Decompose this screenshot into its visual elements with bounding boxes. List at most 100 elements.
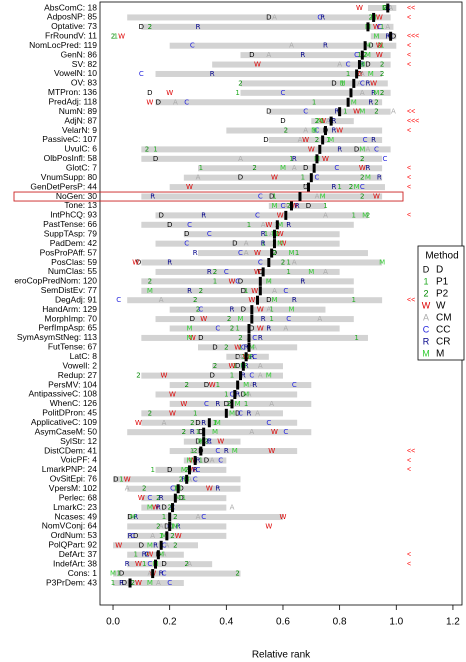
method-point: D <box>258 268 263 276</box>
method-point: 2 <box>349 183 353 191</box>
method-point: 1 <box>326 136 330 144</box>
method-point: R <box>286 221 291 229</box>
method-point: D <box>382 4 387 12</box>
range-bar <box>268 202 326 209</box>
method-point: R <box>300 51 305 59</box>
median-mark <box>199 446 203 456</box>
method-point: 1 <box>230 372 234 380</box>
method-point: 2 <box>315 117 319 125</box>
method-point: A <box>176 494 181 502</box>
method-point: W <box>336 127 343 135</box>
method-point: R <box>249 353 254 361</box>
method-point: W <box>265 522 272 530</box>
method-point: M <box>158 551 164 559</box>
legend-label: P1 <box>436 277 449 288</box>
method-point: 1 <box>238 343 242 351</box>
method-point: R <box>201 419 206 427</box>
range-bar <box>155 212 368 219</box>
method-point: A <box>258 362 263 370</box>
method-point: A <box>150 532 155 540</box>
range-bar <box>141 504 227 511</box>
method-point: 1 <box>224 390 228 398</box>
method-point: M <box>271 202 277 210</box>
row-label: VowelI: 2 <box>63 360 98 370</box>
legend-label: P2 <box>436 289 449 300</box>
method-point: 2 <box>156 494 160 502</box>
method-point: M <box>320 193 326 201</box>
method-point: 2 <box>235 570 239 578</box>
median-mark <box>289 201 293 211</box>
range-bar <box>212 363 283 370</box>
method-point: A <box>238 155 243 163</box>
legend-box <box>417 245 465 361</box>
method-point: M <box>365 174 371 182</box>
method-point: W <box>169 409 176 417</box>
median-mark <box>267 258 271 268</box>
method-point: D <box>158 211 163 219</box>
method-point: R <box>337 145 342 153</box>
legend-symbol: M <box>422 348 430 358</box>
median-mark <box>154 559 158 569</box>
method-point: A <box>162 551 167 559</box>
method-point: 1 <box>213 419 217 427</box>
method-point: 2 <box>286 202 290 210</box>
method-point: C <box>377 23 382 31</box>
method-point: C <box>187 221 192 229</box>
range-bar <box>169 400 312 407</box>
method-point: 2 <box>148 23 152 31</box>
range-bar <box>268 136 383 143</box>
row-note: < <box>407 467 411 474</box>
range-bar <box>127 523 227 530</box>
range-bar <box>127 14 391 21</box>
method-point: 1 <box>216 381 220 389</box>
method-point: W <box>322 155 329 163</box>
method-point: R <box>235 390 240 398</box>
method-point: W <box>373 23 380 31</box>
method-point: R <box>300 277 305 285</box>
range-bar <box>155 391 298 398</box>
method-point: R <box>332 183 337 191</box>
method-point: D <box>235 409 240 417</box>
method-point: W <box>135 579 142 587</box>
method-point: 1 <box>286 268 290 276</box>
method-point: 1 <box>182 494 186 502</box>
method-point: 1 <box>343 108 347 116</box>
method-point: R <box>196 456 201 464</box>
range-bar <box>141 334 368 341</box>
method-point: 1 <box>352 296 356 304</box>
median-mark <box>207 418 211 428</box>
method-point: W <box>189 466 196 474</box>
method-point: R <box>247 409 252 417</box>
range-bar <box>141 155 383 162</box>
range-bar <box>127 514 283 521</box>
method-point: C <box>255 211 260 219</box>
method-point: 2 <box>193 296 197 304</box>
method-point: D <box>306 202 311 210</box>
method-point: M <box>172 522 178 530</box>
method-point: A <box>249 381 254 389</box>
method-point: W <box>370 79 377 87</box>
range-bar <box>240 89 391 96</box>
row-label: AdposNP: 85 <box>47 12 97 22</box>
method-point: A <box>159 296 164 304</box>
row-highlight <box>13 191 404 202</box>
method-point: C <box>139 70 144 78</box>
method-point: A <box>272 13 277 21</box>
row-note: < <box>407 52 411 59</box>
method-point: C <box>334 164 339 172</box>
median-mark <box>315 154 319 164</box>
range-bar <box>240 52 391 59</box>
method-point: 1 <box>193 409 197 417</box>
method-point: R <box>190 428 195 436</box>
method-point: W <box>135 560 142 568</box>
method-point: 2 <box>213 362 217 370</box>
method-point: M <box>280 164 286 172</box>
method-point: M <box>339 79 345 87</box>
method-point: 2 <box>369 13 373 21</box>
method-point: D <box>178 485 183 493</box>
method-point: R <box>371 136 376 144</box>
method-point: C <box>235 277 240 285</box>
method-point: C <box>363 136 368 144</box>
range-bar <box>240 80 388 87</box>
method-point: D <box>136 259 141 267</box>
